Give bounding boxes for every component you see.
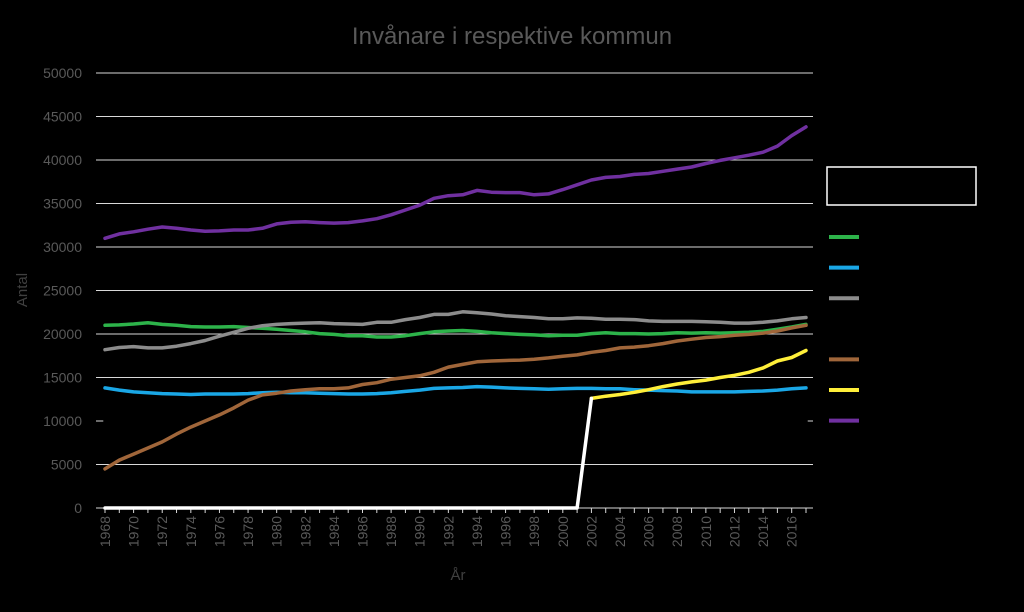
y-tick-label: 0 bbox=[74, 500, 82, 516]
y-tick-label: 25000 bbox=[43, 283, 82, 299]
y-tick-label: 45000 bbox=[43, 109, 82, 125]
series-line-6 bbox=[589, 348, 808, 401]
x-tick-label: 1990 bbox=[412, 516, 428, 547]
x-tick-label: 1994 bbox=[469, 516, 485, 547]
x-tick-label: 1976 bbox=[211, 516, 227, 547]
x-tick-label: 2004 bbox=[612, 516, 628, 547]
x-axis-label: År bbox=[451, 567, 466, 584]
y-tick-label: 35000 bbox=[43, 196, 82, 212]
x-tick-label: 1982 bbox=[297, 516, 313, 547]
x-tick-label: 1980 bbox=[269, 516, 285, 547]
x-tick-label: 2002 bbox=[583, 516, 599, 547]
x-tick-label: 1986 bbox=[355, 516, 371, 547]
y-tick-label: 5000 bbox=[51, 457, 82, 473]
x-tick-label: 1992 bbox=[440, 516, 456, 547]
x-tick-label: 1974 bbox=[183, 516, 199, 547]
series-line-5 bbox=[103, 323, 808, 471]
y-tick-label: 40000 bbox=[43, 152, 82, 168]
x-tick-label: 1984 bbox=[326, 516, 342, 547]
x-tick-label: 1970 bbox=[126, 516, 142, 547]
x-tick-label: 1996 bbox=[498, 516, 514, 547]
gridlines bbox=[96, 72, 813, 509]
x-tick-label: 2014 bbox=[755, 516, 771, 547]
y-tick-label: 20000 bbox=[43, 326, 82, 342]
y-tick-label: 50000 bbox=[43, 65, 82, 81]
y-axis-label: Antal bbox=[14, 273, 31, 307]
x-tick-label: 2016 bbox=[784, 516, 800, 547]
series-line-8 bbox=[103, 396, 594, 510]
y-tick-label: 10000 bbox=[43, 413, 82, 429]
x-tick-label: 2008 bbox=[669, 516, 685, 547]
x-tick-label: 2000 bbox=[555, 516, 571, 547]
x-tick-label: 1968 bbox=[97, 516, 113, 547]
x-tick-label: 1978 bbox=[240, 516, 256, 547]
series-lines bbox=[103, 125, 808, 510]
x-tick-label: 1998 bbox=[526, 516, 542, 547]
x-tick-label: 2012 bbox=[726, 516, 742, 547]
y-tick-label: 15000 bbox=[43, 370, 82, 386]
legend bbox=[826, 166, 977, 423]
y-axis-ticks: 0 5000 10000 15000 20000 25000 30000 35000 40000… bbox=[43, 65, 82, 516]
x-tick-label: 1972 bbox=[154, 516, 170, 547]
legend-title-box bbox=[826, 166, 977, 206]
series-line-7 bbox=[103, 125, 808, 241]
series-line-2 bbox=[103, 384, 808, 397]
y-tick-label: 30000 bbox=[43, 239, 82, 255]
chart-title: Invånare i respektive kommun bbox=[352, 23, 672, 50]
x-tick-label: 1988 bbox=[383, 516, 399, 547]
x-tick-label: 2010 bbox=[698, 516, 714, 547]
x-axis-ticks: 1968 1970 1972 1974 1976 1978 1980 1982 1984 1986… bbox=[97, 508, 807, 547]
series-line-1 bbox=[103, 320, 808, 339]
x-tick-label: 2006 bbox=[641, 516, 657, 547]
series-line-3 bbox=[103, 310, 808, 352]
